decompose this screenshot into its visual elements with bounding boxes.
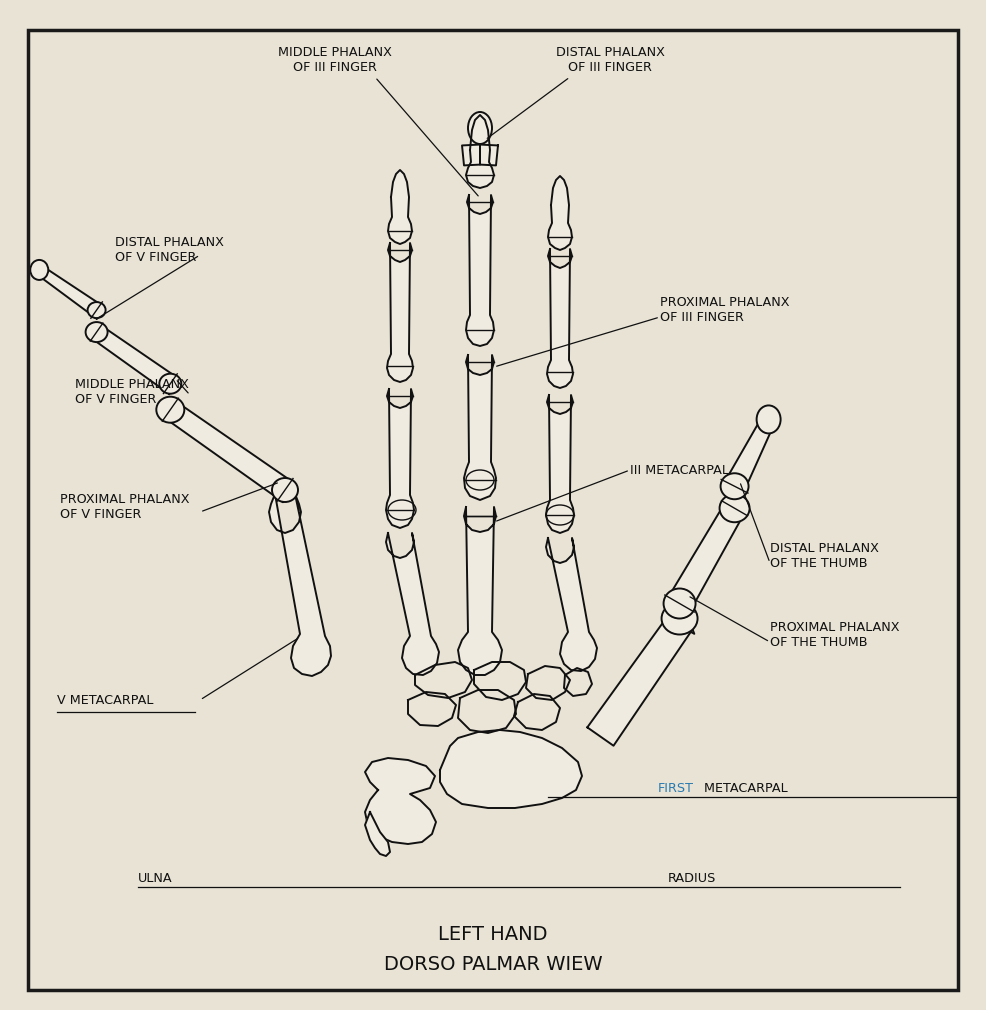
Polygon shape	[269, 494, 331, 676]
Polygon shape	[546, 538, 597, 671]
Ellipse shape	[31, 260, 48, 280]
Polygon shape	[588, 615, 691, 745]
Text: ULNA: ULNA	[138, 872, 173, 885]
Polygon shape	[165, 402, 296, 502]
Text: PROXIMAL PHALANX
OF V FINGER: PROXIMAL PHALANX OF V FINGER	[60, 493, 189, 521]
Ellipse shape	[468, 112, 492, 144]
Text: III METACARPAL: III METACARPAL	[630, 464, 729, 477]
Polygon shape	[387, 243, 413, 382]
Text: MIDDLE PHALANX
OF III FINGER: MIDDLE PHALANX OF III FINGER	[278, 46, 392, 74]
Ellipse shape	[272, 478, 298, 502]
Ellipse shape	[88, 302, 106, 318]
Polygon shape	[466, 115, 494, 188]
Polygon shape	[666, 503, 744, 614]
Text: DISTAL PHALANX
OF III FINGER: DISTAL PHALANX OF III FINGER	[555, 46, 665, 74]
Polygon shape	[474, 662, 526, 700]
Polygon shape	[92, 325, 179, 394]
Polygon shape	[415, 662, 472, 698]
Text: PROXIMAL PHALANX
OF III FINGER: PROXIMAL PHALANX OF III FINGER	[660, 296, 790, 324]
Polygon shape	[548, 176, 572, 250]
Text: DISTAL PHALANX
OF V FINGER: DISTAL PHALANX OF V FINGER	[115, 236, 224, 264]
Polygon shape	[564, 668, 592, 696]
Polygon shape	[723, 416, 775, 496]
Text: DORSO PALMAR WIEW: DORSO PALMAR WIEW	[384, 955, 602, 975]
Polygon shape	[365, 758, 436, 844]
Polygon shape	[480, 144, 498, 166]
Ellipse shape	[721, 474, 748, 499]
Polygon shape	[526, 666, 570, 700]
Ellipse shape	[546, 505, 574, 525]
Text: RADIUS: RADIUS	[668, 872, 717, 885]
Ellipse shape	[157, 397, 184, 423]
Polygon shape	[462, 144, 480, 166]
Polygon shape	[386, 533, 439, 675]
Text: PROXIMAL PHALANX
OF THE THUMB: PROXIMAL PHALANX OF THE THUMB	[770, 621, 899, 649]
Polygon shape	[386, 389, 414, 528]
Polygon shape	[665, 613, 694, 634]
Text: V METACARPAL: V METACARPAL	[57, 694, 154, 707]
Polygon shape	[440, 730, 582, 808]
Polygon shape	[365, 812, 390, 856]
Text: DISTAL PHALANX
OF THE THUMB: DISTAL PHALANX OF THE THUMB	[770, 542, 879, 570]
Ellipse shape	[662, 603, 697, 634]
Polygon shape	[388, 170, 412, 244]
Text: MIDDLE PHALANX
OF V FINGER: MIDDLE PHALANX OF V FINGER	[75, 378, 189, 406]
Ellipse shape	[466, 470, 494, 490]
Text: METACARPAL: METACARPAL	[700, 782, 788, 795]
Text: FIRST: FIRST	[658, 782, 694, 795]
Polygon shape	[36, 266, 105, 319]
Ellipse shape	[160, 374, 181, 394]
Polygon shape	[464, 355, 496, 500]
Ellipse shape	[756, 405, 781, 433]
Polygon shape	[458, 507, 502, 675]
Polygon shape	[547, 249, 573, 388]
Polygon shape	[466, 195, 494, 346]
Ellipse shape	[720, 494, 749, 522]
Ellipse shape	[664, 589, 695, 618]
Polygon shape	[546, 395, 574, 533]
Ellipse shape	[86, 322, 107, 342]
Text: LEFT HAND: LEFT HAND	[438, 924, 548, 943]
Polygon shape	[408, 692, 456, 726]
Ellipse shape	[388, 500, 416, 520]
Polygon shape	[458, 690, 516, 733]
Polygon shape	[514, 694, 560, 730]
